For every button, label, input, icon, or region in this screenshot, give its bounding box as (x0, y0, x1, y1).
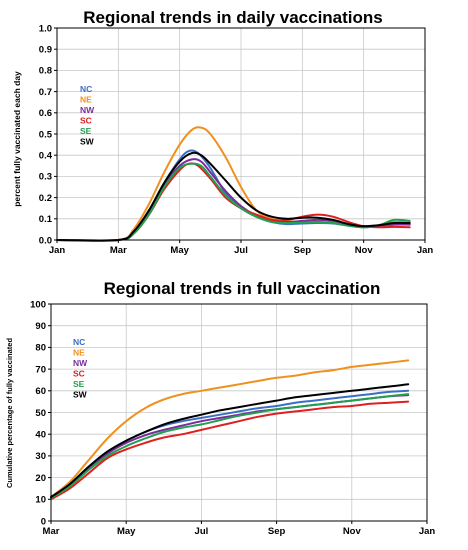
series-line-se (56, 162, 411, 242)
series-line-se (50, 393, 410, 500)
chart1-x-ticks: Jan Mar May Jul Sep Nov Jan (49, 240, 434, 256)
chart2-series (50, 359, 410, 501)
y-tick-label: 10 (35, 495, 46, 506)
chart1-series (56, 126, 411, 242)
y-tick-label: 1.0 (39, 23, 52, 34)
chart1-y-ticks: 0.0 0.1 0.2 0.3 0.4 0.5 0.6 0.7 0.8 0.9 1.0 (39, 23, 57, 246)
legend-entry-ne: NE (73, 348, 85, 358)
legend-entry-sc: SC (80, 116, 92, 126)
legend-entry-sw: SW (73, 390, 88, 400)
y-tick-label: 0.5 (39, 129, 53, 140)
y-tick-label: 80 (35, 343, 46, 354)
y-tick-label: 0.7 (39, 87, 52, 98)
series-line-sw (56, 151, 411, 242)
chart1-title: Regional trends in daily vaccinations (83, 8, 382, 27)
legend-entry-sw: SW (80, 137, 95, 147)
chart2-plot-frame (50, 303, 428, 522)
x-tick-label: Mar (110, 245, 127, 256)
y-tick-label: 90 (35, 321, 46, 332)
y-tick-label: 20 (35, 473, 46, 484)
y-tick-label: 0.2 (39, 193, 52, 204)
legend-entry-sc: SC (73, 369, 85, 379)
chart1-plot-frame (56, 27, 426, 241)
chart2-title: Regional trends in full vaccination (104, 279, 381, 298)
x-tick-label: Jan (419, 526, 436, 537)
y-tick-label: 70 (35, 364, 46, 375)
chart-full-vaccination: Regional trends in full vaccination Cumu… (5, 279, 435, 537)
y-tick-label: 100 (30, 299, 46, 310)
x-tick-label: Sep (268, 526, 286, 537)
x-tick-label: May (117, 526, 136, 537)
legend-entry-nc: NC (80, 84, 92, 94)
series-line-sw (50, 383, 410, 499)
legend-entry-se: SE (80, 126, 92, 136)
y-tick-label: 0.4 (39, 151, 53, 162)
chart1-y-axis-label: percent fully vaccinated each day (12, 71, 22, 207)
y-tick-label: 0.1 (39, 214, 53, 225)
y-tick-label: 0.0 (39, 235, 52, 246)
y-tick-label: 60 (35, 386, 46, 397)
x-tick-label: Jan (49, 245, 66, 256)
y-tick-label: 0.6 (39, 108, 52, 119)
y-tick-label: 30 (35, 451, 46, 462)
chart2-y-ticks: 0 10 20 30 40 50 60 70 80 90 100 (30, 299, 51, 527)
legend-entry-ne: NE (80, 95, 92, 105)
legend-entry-nw: NW (80, 105, 95, 115)
series-line-sc (50, 400, 410, 501)
y-tick-label: 50 (35, 408, 46, 419)
y-tick-label: 0 (41, 516, 46, 527)
x-tick-label: Nov (355, 245, 374, 256)
series-line-ne (50, 359, 410, 499)
legend-entry-nc: NC (73, 337, 85, 347)
legend-entry-nw: NW (73, 358, 88, 368)
chart-daily-vaccinations: Regional trends in daily vaccinations pe… (12, 8, 433, 256)
x-tick-label: Nov (343, 526, 362, 537)
x-tick-label: Mar (43, 526, 60, 537)
legend-entry-se: SE (73, 379, 85, 389)
y-tick-label: 0.3 (39, 172, 52, 183)
chart2-gridlines (50, 303, 428, 522)
x-tick-label: Jul (234, 245, 248, 256)
series-line-nc (50, 389, 410, 499)
x-tick-label: Sep (294, 245, 312, 256)
series-line-nw (50, 394, 410, 499)
x-tick-label: Jul (195, 526, 209, 537)
y-tick-label: 0.9 (39, 45, 52, 56)
y-tick-label: 40 (35, 430, 46, 441)
y-tick-label: 0.8 (39, 66, 52, 77)
chart2-x-ticks: Mar May Jul Sep Nov Jan (43, 521, 436, 537)
chart2-y-axis-label: Cumulative percentage of fully vaccinate… (5, 338, 14, 488)
x-tick-label: Jan (417, 245, 434, 256)
x-tick-label: May (170, 245, 189, 256)
